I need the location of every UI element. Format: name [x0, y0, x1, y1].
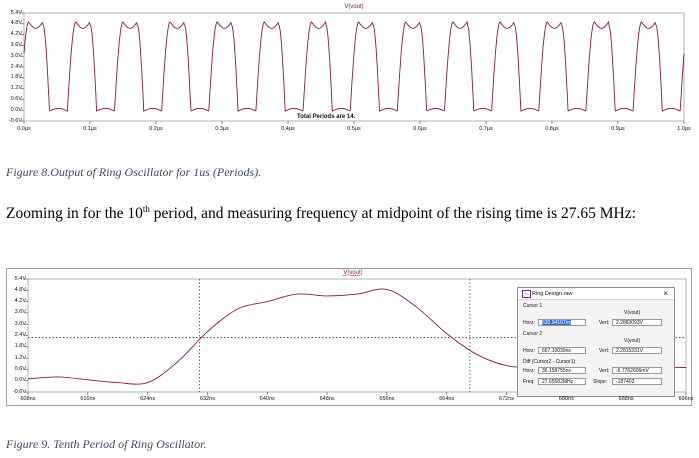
- cursor-dialog-titlebar[interactable]: ∿ Ring Design.raw ×: [518, 288, 674, 300]
- cursor1-vert-field[interactable]: 2.2883093V: [612, 319, 662, 326]
- body-paragraph: Zooming in for the 10th period, and meas…: [6, 200, 696, 223]
- figure8-y-tick-label: 1.2V: [10, 85, 22, 92]
- slope-label: Slope:: [593, 379, 608, 385]
- figure9-y-tick-label: -0.6V: [12, 388, 26, 395]
- figure8-y-tick-label: 4.2V: [10, 31, 22, 38]
- diff-label: Diff (Cursor2 - Cursor1): [523, 359, 576, 365]
- figure8-y-tick-label: -0.6V: [8, 117, 22, 124]
- figure8-chart-svg: [21, 12, 685, 124]
- figure9-x-tick-label: 608ns: [20, 396, 36, 402]
- diff-vert-label: Vert:: [599, 368, 610, 374]
- figure9-y-tick-label: 1.2V: [14, 354, 26, 361]
- cursor1-vert-label: Vert:: [599, 320, 610, 326]
- figure8-x-tick-label: 0.1µs: [83, 126, 97, 132]
- figure9-y-tick-label: 1.8V: [14, 343, 26, 350]
- figure9-x-tick-label: 648ns: [319, 396, 335, 402]
- figure8-series-line: [23, 20, 685, 112]
- figure9-x-tick-label: 672ns: [499, 396, 515, 402]
- figure9-x-tick-label: 664ns: [439, 396, 455, 402]
- figure9-caption: Figure 9. Tenth Period of Ring Oscillato…: [6, 437, 207, 451]
- figure9-y-tick-label: 5.4V: [14, 275, 26, 282]
- waveform-icon: ∿: [522, 290, 531, 298]
- freq-label: Freq:: [523, 379, 535, 385]
- body-text-sup: th: [142, 204, 150, 214]
- cursor1-horz-label: Horz:: [523, 320, 535, 326]
- figure8-plot: V(vout) Total Periods are 14.: [0, 0, 699, 150]
- figure8-y-tick-label: 3.6V: [10, 41, 22, 48]
- cursor-dialog[interactable]: ∿ Ring Design.raw × Cursor 1 V(vout) Hor…: [517, 287, 675, 397]
- figure9-x-tick-label: 616ns: [80, 396, 96, 402]
- figure9-x-tick-label: 656ns: [379, 396, 395, 402]
- figure9-y-tick-label: 2.4V: [14, 332, 26, 338]
- cursor-dialog-title: Ring Design.raw: [532, 291, 573, 297]
- figure8-trace-title: V(vout): [344, 4, 364, 10]
- body-text-pre: Zooming in for the 10: [6, 205, 143, 223]
- figure9-x-tick-label: 696ns: [678, 396, 694, 402]
- figure8-x-tick-label: 0.0µs: [17, 126, 31, 132]
- cursor2-trace: V(vout): [624, 338, 641, 344]
- slope-field[interactable]: -187403: [612, 378, 662, 385]
- figure9-x-tick-label: 688ns: [618, 396, 634, 402]
- cursor2-vert-field[interactable]: 2.2815331V: [612, 347, 662, 354]
- figure9-x-tick-label: 640ns: [259, 396, 275, 402]
- figure9-y-tick-label: 3.0V: [14, 320, 26, 327]
- figure8-y-tick-label: 1.8V: [10, 74, 22, 81]
- figure8-y-tick-label: 0.6V: [10, 95, 22, 102]
- figure9-y-tick-label: 4.2V: [14, 298, 26, 305]
- cursor2-label: Cursor 2: [523, 331, 543, 337]
- figure8-x-tick-label: 0.6µs: [413, 126, 427, 132]
- cursor2-horz-label: Horz:: [523, 348, 535, 354]
- figure8-caption: Figure 8.Output of Ring Oscillator for 1…: [6, 165, 262, 179]
- figure9-x-tick-label: 680ns: [558, 396, 574, 402]
- figure8-x-tick-label: 1.0µs: [677, 126, 691, 132]
- figure8-x-tick-label: 0.3µs: [215, 126, 229, 132]
- figure8-y-tick-label: 2.4V: [10, 63, 22, 70]
- cursor2-vert-label: Vert:: [599, 348, 610, 354]
- cursor1-trace: V(vout): [624, 310, 641, 316]
- body-text-post: period, and measuring frequency at midpo…: [149, 205, 636, 223]
- figure8-x-tick-label: 0.5µs: [347, 126, 361, 132]
- cursor1-label: Cursor 1: [523, 303, 543, 309]
- close-icon[interactable]: ×: [663, 289, 668, 298]
- figure9-y-tick-label: 3.6V: [14, 309, 26, 316]
- cursor1-horz-value: 630.94167ns: [542, 320, 571, 326]
- figure8-x-tick-label: 0.9µs: [611, 126, 625, 132]
- diff-vert-field[interactable]: -6.7762606mV: [612, 367, 662, 374]
- figure8-x-tick-label: 0.8µs: [545, 126, 559, 132]
- cursor2-horz-field[interactable]: 667.10039ns: [538, 347, 586, 354]
- figure8-x-tick-label: 0.4µs: [281, 126, 295, 132]
- figure8-y-tick-label: 0.0V: [10, 106, 22, 113]
- figure9-trace-title: V(vout): [343, 270, 363, 276]
- figure9-x-tick-label: 624ns: [140, 396, 156, 402]
- diff-horz-label: Horz:: [523, 368, 535, 374]
- figure9-x-tick-label: 632ns: [199, 396, 215, 402]
- figure8-x-tick-label: 0.2µs: [149, 126, 163, 132]
- figure8-y-tick-label: 4.8V: [10, 20, 22, 27]
- diff-horz-field[interactable]: 36.158755ns: [538, 367, 586, 374]
- figure8-y-tick-label: 3.0V: [10, 52, 22, 59]
- figure9-y-tick-label: 0.0V: [14, 377, 26, 384]
- figure9-y-tick-label: 0.6V: [14, 365, 26, 372]
- figure8-x-tick-label: 0.7µs: [479, 126, 493, 132]
- figure9-y-tick-label: 4.8V: [14, 286, 26, 293]
- figure8-annotation: Total Periods are 14.: [297, 114, 356, 120]
- freq-field[interactable]: 27.65582MHz: [538, 378, 586, 385]
- cursor1-horz-field[interactable]: 630.94167ns: [538, 319, 586, 326]
- figure8-y-tick-label: 5.4V: [10, 9, 22, 16]
